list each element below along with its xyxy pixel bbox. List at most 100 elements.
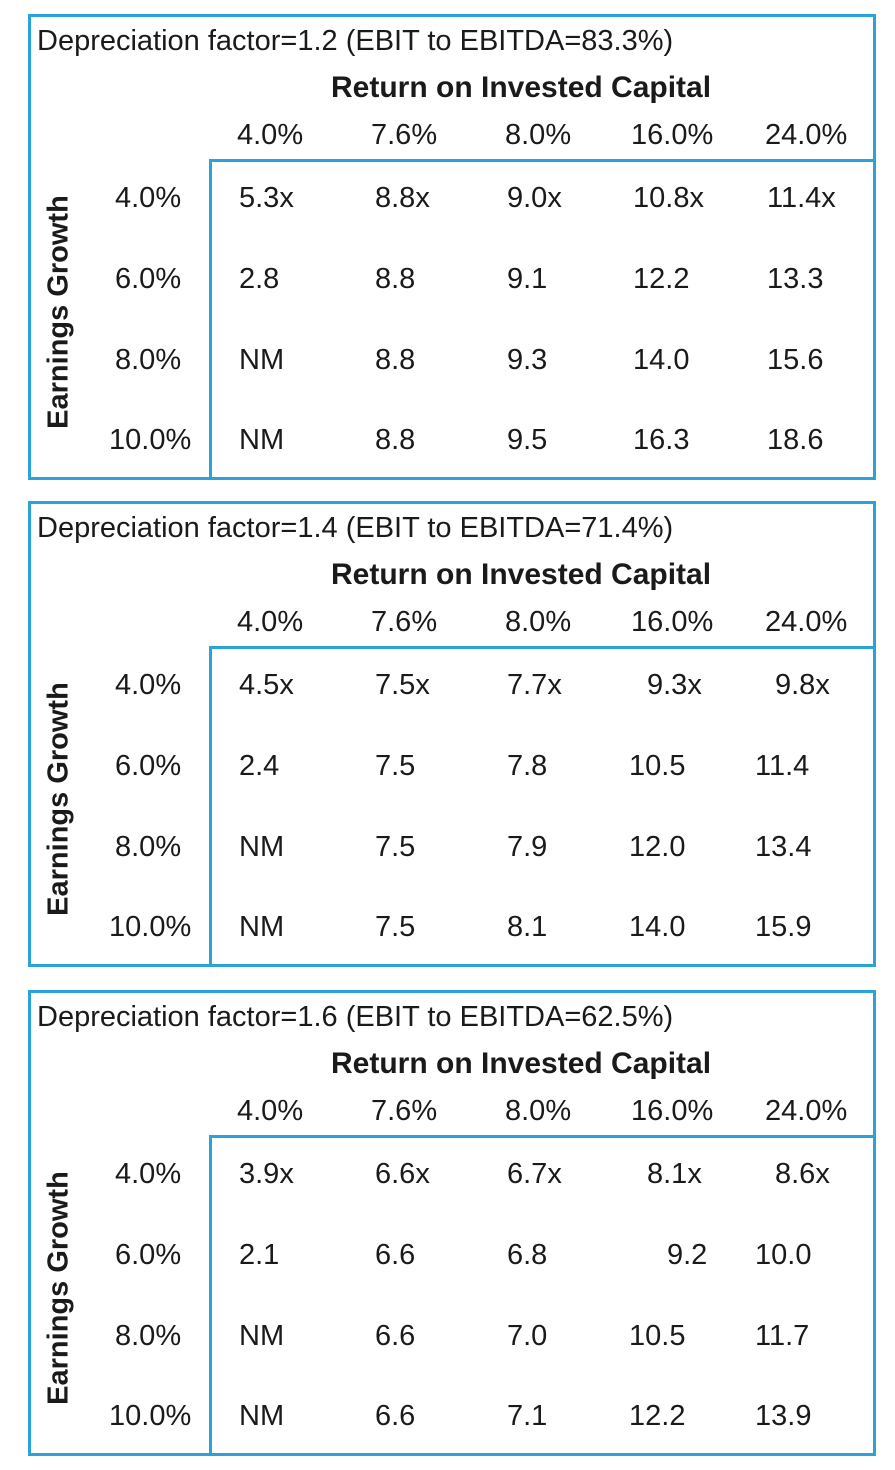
- table-cell: 9.2: [667, 1239, 708, 1271]
- table-cell: 7.5x: [375, 669, 430, 701]
- panel-title: Depreciation factor=1.4 (EBIT to EBITDA=…: [37, 512, 674, 544]
- column-header: 24.0%: [765, 1095, 848, 1127]
- column-header: 16.0%: [631, 119, 714, 151]
- table-cell: 10.5: [629, 1320, 686, 1352]
- row-header: 10.0%: [109, 424, 192, 456]
- row-header: 4.0%: [115, 1158, 182, 1190]
- table-panel: Depreciation factor=1.4 (EBIT to EBITDA=…: [28, 501, 876, 967]
- table-cell: NM: [239, 831, 285, 863]
- table-cell: 15.6: [767, 344, 824, 376]
- data-grid-frame: [209, 1135, 876, 1456]
- table-cell: 4.5x: [239, 669, 294, 701]
- roic-header: Return on Invested Capital: [331, 71, 712, 104]
- table-cell: 9.0x: [507, 182, 562, 214]
- table-cell: 6.7x: [507, 1158, 562, 1190]
- column-header: 7.6%: [371, 606, 438, 638]
- column-header: 4.0%: [237, 1095, 304, 1127]
- column-header: 8.0%: [505, 119, 572, 151]
- earnings-growth-label: Earnings Growth: [42, 1171, 75, 1405]
- row-header: 6.0%: [115, 1239, 182, 1271]
- table-cell: 13.3: [767, 263, 824, 295]
- table-cell: 5.3x: [239, 182, 294, 214]
- table-panel: Depreciation factor=1.2 (EBIT to EBITDA=…: [28, 14, 876, 480]
- column-header: 16.0%: [631, 606, 714, 638]
- table-cell: 9.3: [507, 344, 548, 376]
- table-cell: 10.8x: [633, 182, 704, 214]
- table-cell: 13.9: [755, 1400, 812, 1432]
- table-cell: 11.4x: [767, 182, 836, 214]
- table-cell: NM: [239, 911, 285, 943]
- data-grid-frame: [209, 646, 876, 967]
- row-header: 10.0%: [109, 1400, 192, 1432]
- table-cell: 12.2: [629, 1400, 686, 1432]
- row-header: 4.0%: [115, 669, 182, 701]
- column-header: 16.0%: [631, 1095, 714, 1127]
- column-header: 7.6%: [371, 119, 438, 151]
- table-cell: 12.2: [633, 263, 690, 295]
- table-cell: 6.6: [375, 1239, 416, 1271]
- table-cell: 8.6x: [775, 1158, 830, 1190]
- row-header: 4.0%: [115, 182, 182, 214]
- table-cell: 2.4: [239, 750, 280, 782]
- column-header: 8.0%: [505, 1095, 572, 1127]
- table-cell: 8.8x: [375, 182, 430, 214]
- table-cell: 7.5: [375, 831, 416, 863]
- column-header: 24.0%: [765, 119, 848, 151]
- panel-title: Depreciation factor=1.2 (EBIT to EBITDA=…: [37, 25, 674, 57]
- table-cell: 7.1: [507, 1400, 548, 1432]
- column-header: 7.6%: [371, 1095, 438, 1127]
- table-cell: 7.7x: [507, 669, 562, 701]
- table-cell: 7.5: [375, 911, 416, 943]
- table-cell: 18.6: [767, 424, 824, 456]
- table-cell: 9.3x: [647, 669, 702, 701]
- row-header: 8.0%: [115, 831, 182, 863]
- column-header: 24.0%: [765, 606, 848, 638]
- table-cell: 14.0: [629, 911, 686, 943]
- table-cell: 12.0: [629, 831, 686, 863]
- table-cell: 11.7: [755, 1320, 810, 1352]
- panel-title: Depreciation factor=1.6 (EBIT to EBITDA=…: [37, 1001, 674, 1033]
- table-cell: 7.9: [507, 831, 548, 863]
- column-header: 4.0%: [237, 119, 304, 151]
- table-cell: 7.0: [507, 1320, 548, 1352]
- table-cell: 8.8: [375, 424, 416, 456]
- table-panel: Depreciation factor=1.6 (EBIT to EBITDA=…: [28, 990, 876, 1456]
- roic-header: Return on Invested Capital: [331, 1047, 712, 1080]
- table-cell: 6.6: [375, 1320, 416, 1352]
- data-grid-frame: [209, 159, 876, 480]
- table-cell: 6.6: [375, 1400, 416, 1432]
- table-cell: 10.5: [629, 750, 686, 782]
- table-cell: 16.3: [633, 424, 690, 456]
- table-cell: 11.4: [755, 750, 810, 782]
- column-header: 4.0%: [237, 606, 304, 638]
- column-header: 8.0%: [505, 606, 572, 638]
- table-cell: 10.0: [755, 1239, 812, 1271]
- table-cell: 8.8: [375, 344, 416, 376]
- table-cell: 3.9x: [239, 1158, 294, 1190]
- table-cell: NM: [239, 424, 285, 456]
- table-cell: 7.5: [375, 750, 416, 782]
- table-cell: 6.6x: [375, 1158, 430, 1190]
- row-header: 10.0%: [109, 911, 192, 943]
- earnings-growth-label: Earnings Growth: [42, 195, 75, 429]
- table-cell: 7.8: [507, 750, 548, 782]
- table-cell: 2.1: [239, 1239, 280, 1271]
- table-cell: 9.5: [507, 424, 548, 456]
- row-header: 8.0%: [115, 344, 182, 376]
- table-cell: 9.8x: [775, 669, 830, 701]
- table-cell: 8.1x: [647, 1158, 702, 1190]
- table-cell: NM: [239, 344, 285, 376]
- table-cell: 9.1: [507, 263, 548, 295]
- table-cell: 6.8: [507, 1239, 548, 1271]
- table-cell: 13.4: [755, 831, 812, 863]
- table-cell: 2.8: [239, 263, 280, 295]
- table-cell: 8.8: [375, 263, 416, 295]
- table-cell: NM: [239, 1320, 285, 1352]
- row-header: 8.0%: [115, 1320, 182, 1352]
- table-cell: NM: [239, 1400, 285, 1432]
- table-cell: 15.9: [755, 911, 812, 943]
- roic-header: Return on Invested Capital: [331, 558, 712, 591]
- table-cell: 14.0: [633, 344, 690, 376]
- row-header: 6.0%: [115, 750, 182, 782]
- earnings-growth-label: Earnings Growth: [42, 682, 75, 916]
